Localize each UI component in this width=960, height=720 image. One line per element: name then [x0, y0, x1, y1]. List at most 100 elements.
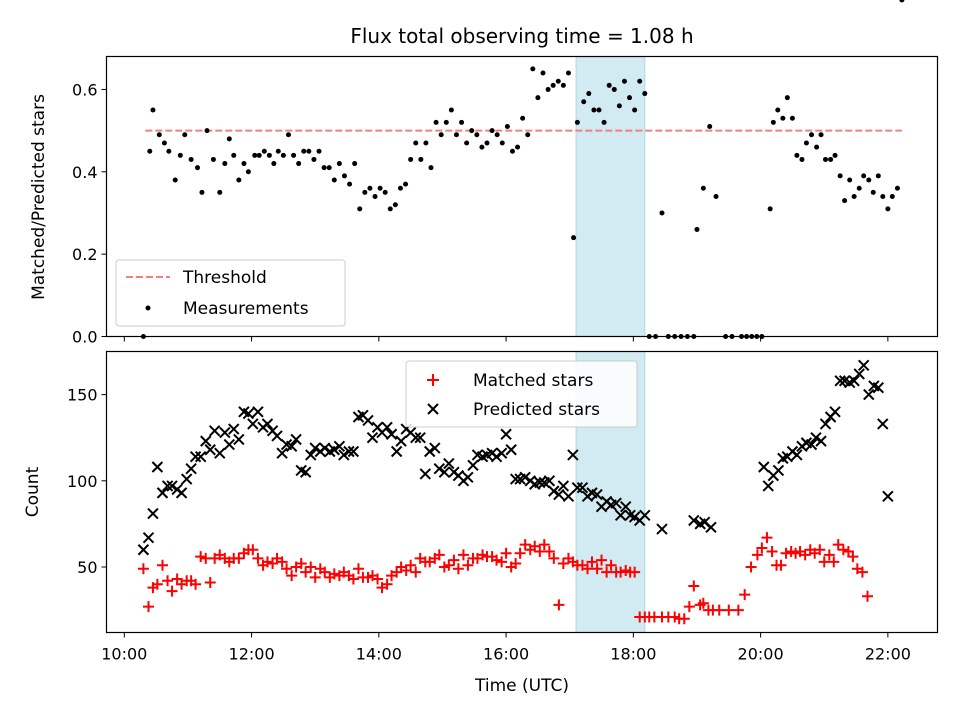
- measurement-point: [823, 156, 829, 162]
- predicted-star-marker: [390, 445, 403, 458]
- predicted-star-marker: [414, 431, 426, 444]
- measurement-point: [226, 136, 232, 142]
- top-x-ticks: [123, 336, 889, 342]
- measurement-point: [408, 156, 414, 162]
- predicted-star-marker: [509, 473, 522, 485]
- predicted-star-marker: [433, 463, 445, 475]
- measurement-point: [347, 181, 353, 187]
- measurement-point: [555, 78, 561, 84]
- measurement-point: [515, 144, 521, 150]
- measurement-point: [889, 194, 895, 199]
- bottom-y-tick-label: 150: [67, 386, 98, 405]
- matched-star-marker: [347, 573, 359, 585]
- measurement-point: [367, 185, 373, 191]
- bottom-y-tick-label: 100: [67, 472, 98, 491]
- matched-star-marker: [586, 556, 598, 568]
- measurement-point: [601, 119, 607, 125]
- matched-star-marker: [142, 601, 154, 613]
- predicted-star-marker: [185, 463, 197, 475]
- measurement-point: [177, 152, 183, 158]
- predicted-star-marker: [261, 418, 274, 430]
- matched-star-marker: [261, 556, 273, 568]
- measurement-point: [443, 119, 449, 125]
- predicted-star-marker: [762, 480, 774, 492]
- bottom-y-tick-label: 50: [77, 558, 97, 577]
- predicted-star-marker: [848, 375, 860, 387]
- matched-star-marker: [732, 604, 744, 616]
- x-tick-label: 18:00: [610, 645, 656, 664]
- measurement-point: [809, 132, 815, 138]
- measurement-point: [789, 115, 795, 121]
- predicted-star-marker: [299, 466, 312, 478]
- matched-star-marker: [448, 554, 460, 566]
- matched-star-marker: [615, 566, 627, 578]
- matched-star-marker: [678, 613, 690, 625]
- matched-star-marker: [823, 549, 835, 561]
- measurement-point: [459, 119, 465, 125]
- measurement-point: [851, 194, 857, 199]
- matched-star-marker: [548, 552, 560, 564]
- measurement-point: [188, 156, 194, 162]
- x-tick-label: 22:00: [865, 645, 911, 664]
- matched-star-marker: [405, 559, 417, 571]
- measurement-point: [596, 107, 602, 113]
- measurement-point: [217, 189, 223, 195]
- matched-star-marker: [601, 566, 613, 578]
- measurement-point: [775, 107, 781, 113]
- measurement-point: [403, 181, 409, 187]
- x-axis-label: Time (UTC): [474, 676, 569, 696]
- predicted-star-marker: [819, 418, 832, 430]
- predicted-star-marker: [208, 425, 221, 437]
- measurement-point: [525, 132, 531, 138]
- matched-star-marker: [514, 547, 526, 559]
- matched-star-marker: [745, 561, 757, 573]
- predicted-star-marker: [628, 511, 641, 523]
- predicted-star-marker: [252, 406, 264, 418]
- predicted-star-marker: [366, 431, 379, 444]
- bottom-legend-box: [405, 360, 638, 428]
- predicted-star-marker: [233, 433, 245, 446]
- measurement-point: [880, 194, 886, 199]
- measurement-point: [147, 148, 153, 154]
- predicted-star-marker: [863, 388, 875, 401]
- matched-star-marker: [410, 566, 422, 578]
- predicted-star-marker: [562, 490, 575, 503]
- measurement-point: [423, 140, 429, 146]
- matched-star-marker: [195, 551, 207, 563]
- predicted-star-marker: [490, 450, 503, 463]
- predicted-star-marker: [424, 445, 436, 458]
- predicted-star-marker: [319, 442, 331, 454]
- predicted-star-marker: [877, 418, 889, 430]
- measurement-point: [387, 206, 393, 212]
- predicted-star-marker: [189, 450, 202, 463]
- top-y-tick-label: 0.4: [72, 163, 97, 182]
- matched-star-marker: [697, 597, 709, 609]
- predicted-star-marker: [194, 450, 207, 463]
- measurement-point: [362, 189, 368, 195]
- predicted-star-marker: [285, 440, 298, 453]
- legend-measurements-swatch: [145, 305, 151, 311]
- predicted-star-marker: [610, 497, 622, 509]
- predicted-star-marker: [443, 457, 455, 470]
- measurement-point: [707, 124, 713, 129]
- predicted-star-marker: [534, 476, 546, 489]
- measurement-point: [875, 173, 881, 179]
- predicted-star-marker: [175, 487, 188, 499]
- measurement-point: [266, 152, 272, 158]
- measurement-point: [311, 156, 317, 162]
- measurement-point: [616, 103, 622, 109]
- measurement-point: [241, 161, 247, 167]
- measurement-point: [448, 107, 454, 113]
- x-tick-label: 20:00: [738, 645, 784, 664]
- measurement-point: [210, 156, 216, 162]
- matched-star-marker: [723, 604, 735, 616]
- matched-star-marker: [629, 566, 641, 578]
- top-legend: Threshold Measurements: [115, 259, 346, 327]
- matched-star-marker: [832, 539, 844, 551]
- predicted-star-marker: [810, 431, 822, 444]
- measurement-point: [499, 140, 505, 146]
- predicted-star-marker: [620, 500, 632, 513]
- measurement-point: [271, 161, 277, 167]
- predicted-star-marker: [200, 435, 212, 447]
